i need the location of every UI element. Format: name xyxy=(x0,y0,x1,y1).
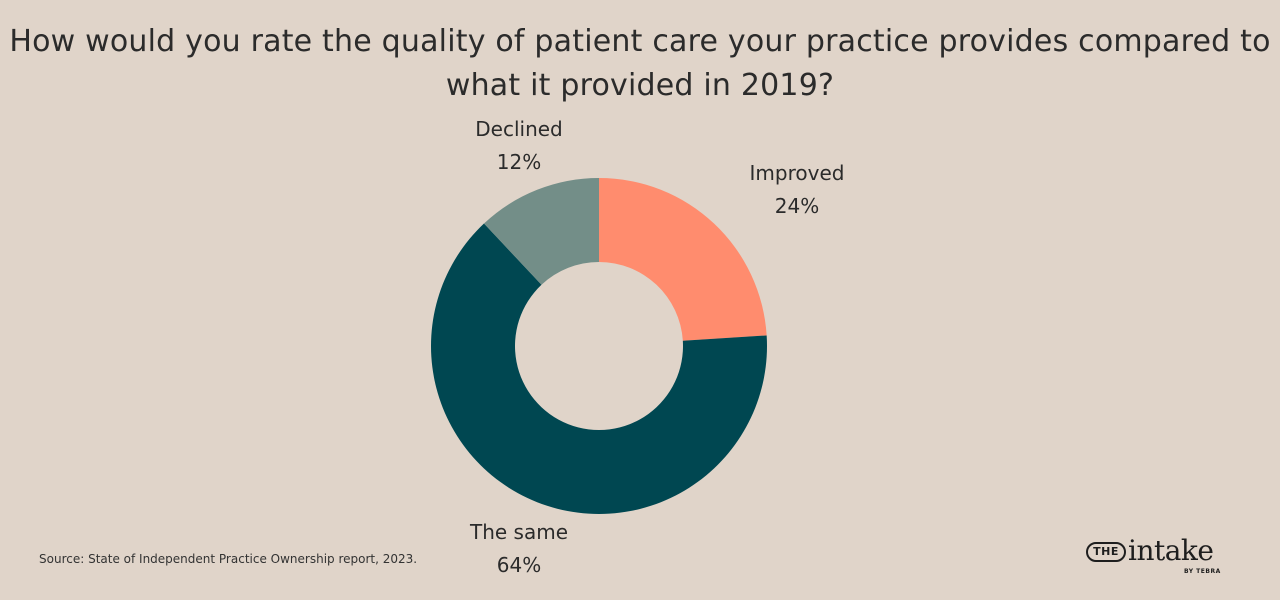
brand-logo: THE intake BY TEBRA xyxy=(1086,534,1236,580)
slice-label-improved: Improved xyxy=(750,161,845,185)
slice-label-declined: Declined xyxy=(475,117,563,141)
slice-declined xyxy=(483,178,599,285)
slice-the-same xyxy=(430,223,768,514)
logo-byline: BY TEBRA xyxy=(1184,568,1221,575)
slice-labels: Improved 24% The same 64% Declined 12% xyxy=(469,117,844,577)
slice-label-the-same: The same xyxy=(469,520,568,544)
chart-title-line-2: what it provided in 2019? xyxy=(445,68,835,103)
donut-slices xyxy=(430,178,768,514)
slice-value-declined: 12% xyxy=(497,150,541,174)
slice-improved xyxy=(599,178,767,341)
slice-value-improved: 24% xyxy=(775,194,819,218)
chart-title-line-1: How would you rate the quality of patien… xyxy=(9,24,1271,59)
chart-title: How would you rate the quality of patien… xyxy=(0,20,1280,108)
logo-wordmark: intake xyxy=(1128,534,1214,567)
source-note: Source: State of Independent Practice Ow… xyxy=(39,552,418,566)
slice-value-the-same: 64% xyxy=(497,553,541,577)
logo-the-badge: THE xyxy=(1086,542,1126,562)
